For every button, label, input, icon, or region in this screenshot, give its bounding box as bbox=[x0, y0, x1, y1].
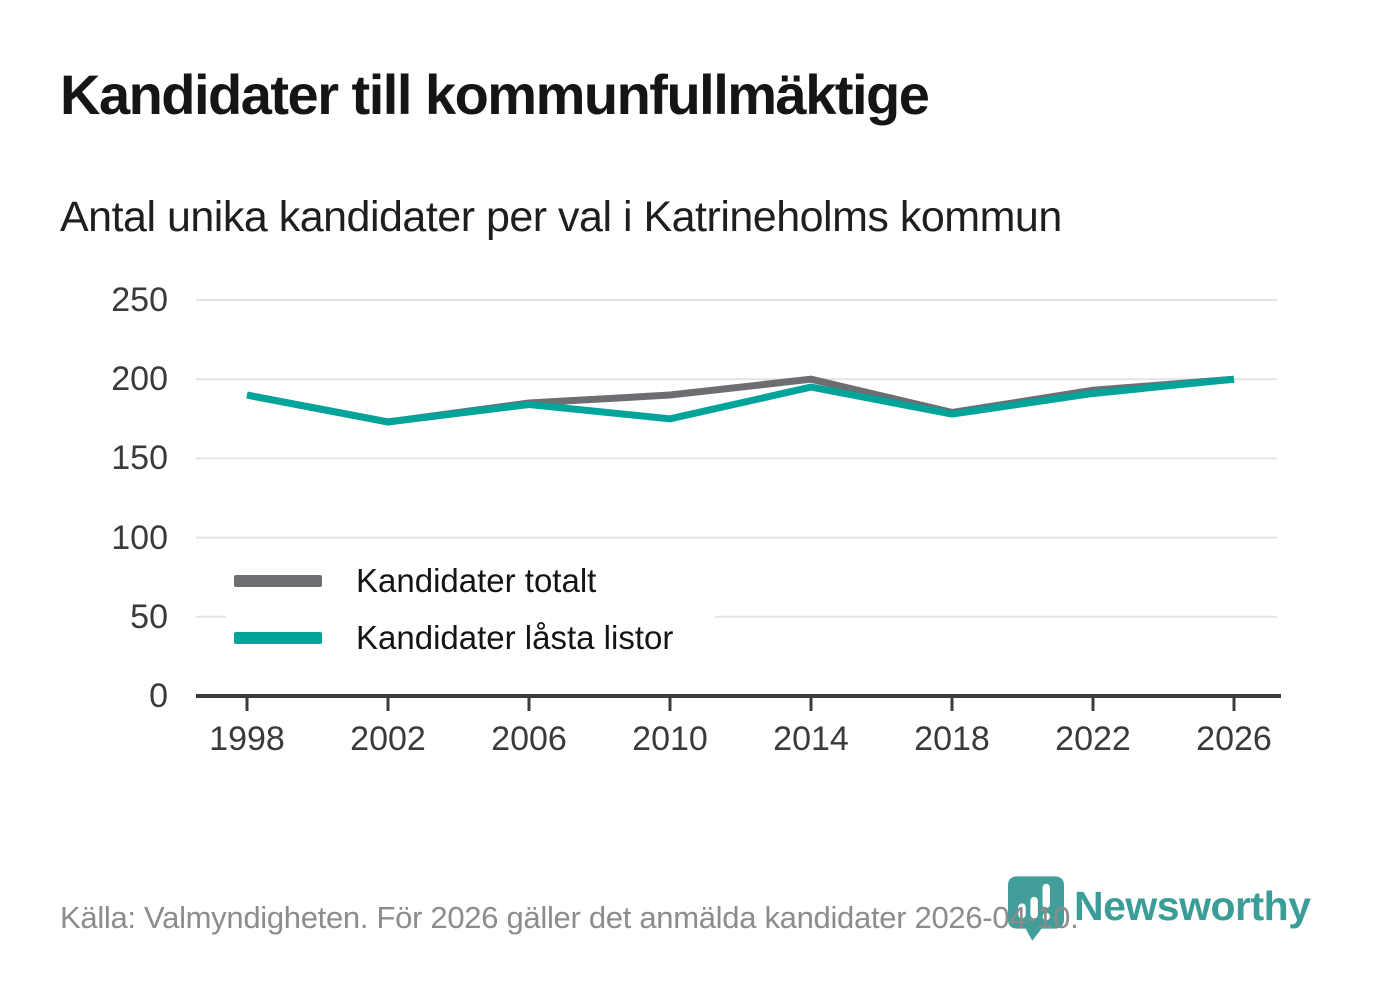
legend-label: Kandidater låsta listor bbox=[356, 618, 674, 656]
page-title: Kandidater till kommunfullmäktige bbox=[60, 63, 930, 126]
bar-chart-pin-icon bbox=[1008, 876, 1064, 941]
y-tick-label: 100 bbox=[111, 518, 168, 557]
y-tick-label: 250 bbox=[111, 281, 168, 319]
series-line bbox=[246, 375, 1235, 426]
x-tick-label: 2006 bbox=[491, 720, 567, 758]
legend-label: Kandidater totalt bbox=[356, 561, 597, 599]
y-tick-label: 150 bbox=[111, 439, 168, 478]
x-tick-label: 2002 bbox=[350, 720, 426, 758]
legend-item: Kandidater låsta listor bbox=[234, 609, 673, 666]
y-tick-label: 200 bbox=[111, 360, 168, 399]
x-tick-label: 2018 bbox=[914, 720, 990, 758]
newsworthy-logo: Newsworthy bbox=[1008, 876, 1311, 942]
y-tick-label: 0 bbox=[149, 677, 168, 715]
x-tick-label: 2014 bbox=[773, 720, 849, 758]
legend-swatch bbox=[234, 574, 322, 587]
newsworthy-wordmark: Newsworthy bbox=[1074, 883, 1311, 929]
x-tick-label: 2010 bbox=[632, 720, 708, 758]
y-tick-label: 50 bbox=[130, 597, 168, 636]
x-tick-label: 1998 bbox=[209, 720, 285, 758]
source-note: Källa: Valmyndigheten. För 2026 gäller d… bbox=[60, 900, 1079, 935]
legend-swatch bbox=[234, 631, 322, 644]
chart-legend: Kandidater totalt Kandidater låsta listor bbox=[226, 550, 716, 670]
legend-item: Kandidater totalt bbox=[234, 552, 673, 609]
x-tick-label: 2022 bbox=[1055, 720, 1131, 758]
x-tick-label: 2026 bbox=[1196, 720, 1272, 758]
page-subtitle: Antal unika kandidater per val i Katrine… bbox=[60, 193, 1062, 241]
